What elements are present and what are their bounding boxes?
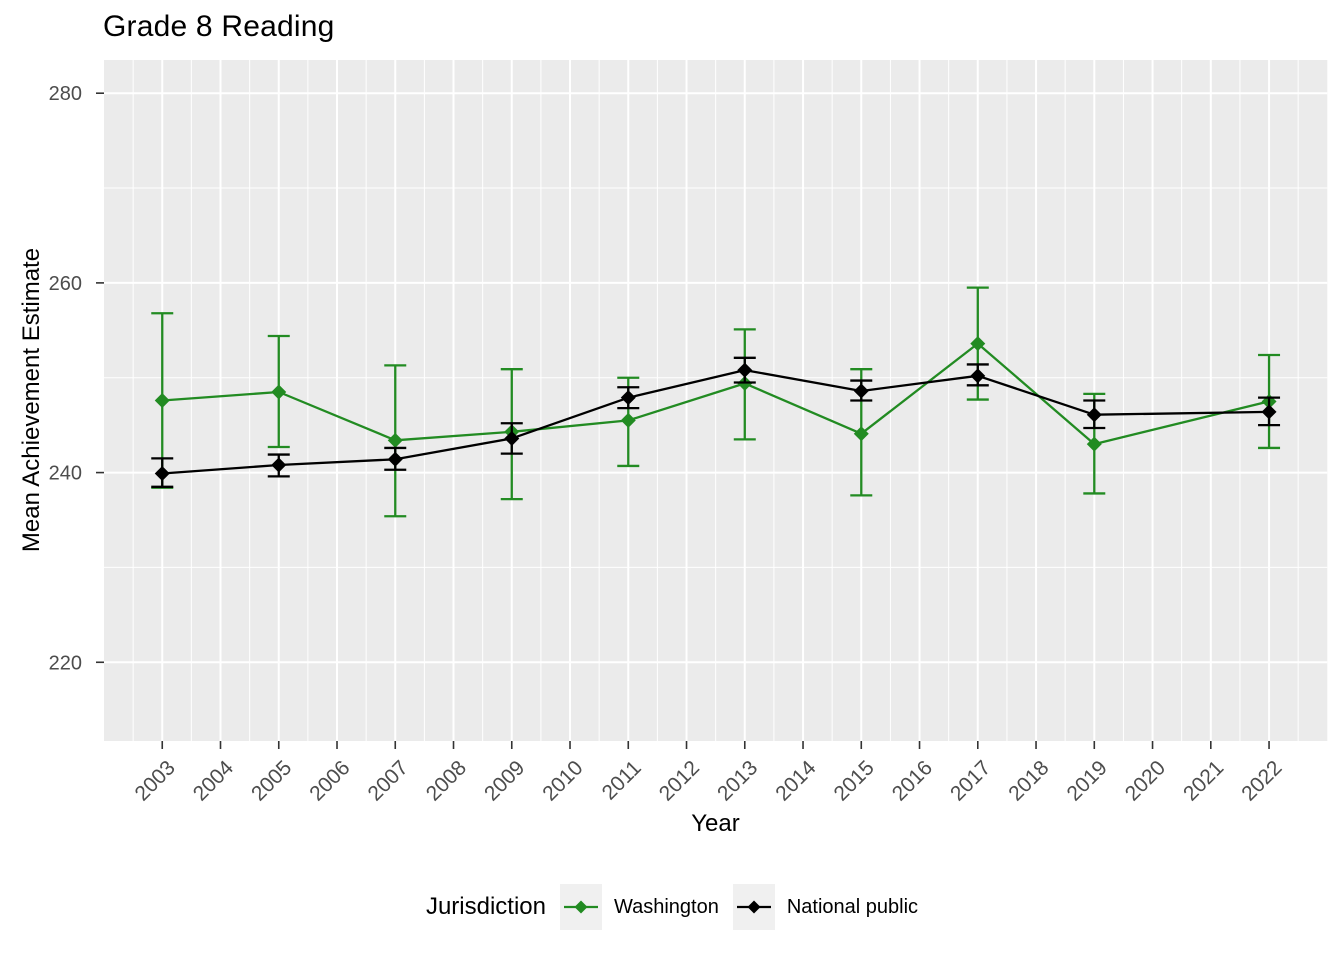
legend: Jurisdiction Washington National public: [0, 882, 1344, 932]
data-point: [970, 336, 986, 352]
y-tick-label: 240: [49, 463, 82, 485]
legend-key-icon: [559, 884, 602, 930]
x-tick-label: 2014: [771, 756, 821, 806]
data-point: [154, 393, 170, 408]
series-line: [162, 342, 1270, 446]
x-tick-label: 2006: [305, 756, 354, 805]
data-point: [1261, 404, 1277, 420]
legend-key-icon: [732, 884, 775, 930]
x-tick-label: 2010: [538, 756, 587, 805]
series-washington: [151, 286, 1281, 518]
x-tick-label: 2005: [247, 756, 296, 805]
data-point: [271, 457, 287, 473]
legend-key-point: [747, 900, 761, 914]
x-tick-label: 2017: [946, 756, 995, 805]
data-point: [387, 451, 403, 467]
y-axis-title: Mean Achievement Estimate: [18, 247, 45, 553]
chart-title: Grade 8 Reading: [103, 10, 335, 43]
x-tick-label: 2011: [598, 756, 646, 804]
data-point: [620, 412, 636, 428]
legend-item-national-public: National public: [732, 884, 919, 930]
data-point: [504, 430, 520, 446]
legend-label: National public: [786, 895, 919, 918]
data-point: [1086, 436, 1102, 452]
legend-key-point: [574, 900, 588, 914]
x-axis-title: Year: [691, 810, 740, 837]
x-tick-label: 2022: [1237, 756, 1286, 805]
x-tick-label: 2004: [189, 756, 239, 806]
data-point: [970, 368, 986, 384]
tick-marks: [96, 92, 1270, 749]
data-point: [853, 383, 869, 399]
y-tick-label: 260: [49, 273, 82, 295]
plot-area: 2003 2004 2005 2006 2007 2008 2009 2010 2011 2012…: [49, 60, 1328, 806]
x-tick-label: 2021: [1179, 756, 1228, 805]
x-tick-label: 2016: [888, 756, 937, 805]
data-point: [620, 390, 636, 406]
x-tick-label: 2008: [422, 756, 471, 805]
series-national-public: [151, 356, 1281, 488]
data-point: [387, 432, 403, 448]
y-tick-label: 220: [49, 652, 82, 674]
x-tick-label: 2015: [830, 756, 879, 805]
x-tick-label: 2013: [713, 756, 762, 805]
y-tick-label: 280: [49, 83, 82, 105]
x-tick-label: 2009: [480, 756, 529, 805]
x-tick-label: 2019: [1063, 756, 1112, 805]
x-tick-label: 2020: [1121, 756, 1170, 805]
x-tick-label: 2003: [130, 756, 179, 805]
legend-label: Washington: [613, 895, 719, 918]
legend-title: Jurisdiction: [425, 893, 546, 920]
x-tick-label: 2012: [655, 756, 704, 805]
data-point: [1086, 407, 1102, 423]
minor-gridlines: [104, 60, 1328, 741]
data-point: [154, 466, 170, 482]
legend-item-washington: Washington: [559, 884, 719, 930]
x-tick-label: 2007: [363, 756, 412, 805]
data-point: [853, 426, 869, 442]
x-tick-label: 2018: [1004, 756, 1053, 805]
data-point: [737, 362, 753, 378]
data-point: [271, 384, 287, 400]
series-line: [162, 368, 1270, 475]
